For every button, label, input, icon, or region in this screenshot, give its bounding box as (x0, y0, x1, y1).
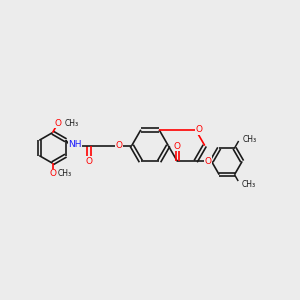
Text: O: O (54, 119, 61, 128)
Text: O: O (174, 142, 181, 151)
Text: NH: NH (68, 140, 82, 148)
Text: CH₃: CH₃ (241, 180, 255, 189)
Text: O: O (196, 125, 203, 134)
Text: CH₃: CH₃ (58, 169, 72, 178)
Text: O: O (205, 157, 212, 166)
Text: O: O (49, 169, 56, 178)
Text: O: O (116, 141, 123, 150)
Text: CH₃: CH₃ (242, 135, 256, 144)
Text: O: O (85, 157, 93, 166)
Text: CH₃: CH₃ (64, 119, 79, 128)
